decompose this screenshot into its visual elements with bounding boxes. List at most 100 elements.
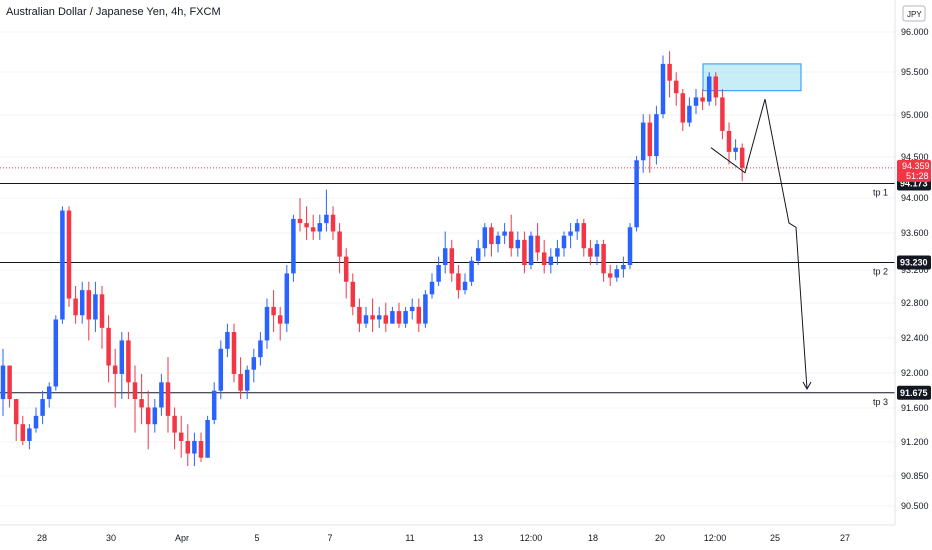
- current-price-label: 94.359 51:28: [897, 159, 931, 182]
- candle-body: [277, 315, 283, 324]
- candle-body: [284, 273, 290, 324]
- candle: [0, 348, 6, 416]
- candle: [594, 239, 600, 265]
- candle: [555, 239, 560, 265]
- candle: [132, 365, 138, 433]
- candle: [588, 239, 593, 265]
- candle-body: [330, 214, 336, 232]
- candle: [271, 290, 276, 333]
- candle-body: [403, 311, 408, 324]
- candle-body: [198, 440, 204, 458]
- candle-body: [660, 63, 666, 115]
- candle-body: [502, 231, 507, 236]
- candle: [621, 256, 626, 278]
- candle-body: [383, 315, 389, 324]
- candle-body: [310, 227, 316, 232]
- candle-body: [337, 231, 342, 257]
- candle-body: [568, 231, 573, 236]
- candle: [218, 340, 224, 400]
- candle: [423, 290, 428, 328]
- candle-body: [119, 340, 125, 374]
- candle: [304, 206, 309, 240]
- candle: [739, 143, 745, 182]
- candle: [409, 298, 415, 320]
- candle: [442, 231, 448, 274]
- candle-body: [291, 218, 296, 274]
- target-level-tag: tp 2: [873, 266, 888, 276]
- candle: [667, 51, 672, 98]
- candle-body: [60, 210, 65, 320]
- candle: [581, 218, 587, 257]
- candle-body: [40, 399, 45, 416]
- y-tick-label: 90.500: [901, 501, 929, 511]
- candle: [720, 89, 725, 140]
- candle-body: [27, 428, 32, 441]
- candle: [93, 281, 98, 333]
- candle-body: [469, 260, 474, 282]
- candle: [601, 239, 606, 282]
- y-tick-label: 93.200: [901, 265, 929, 275]
- candle-body: [53, 319, 59, 387]
- candle: [733, 139, 738, 161]
- candle: [40, 390, 45, 425]
- currency-badge[interactable]: JPY: [902, 5, 926, 22]
- target-level-value: 93.230: [900, 257, 928, 267]
- candle: [126, 332, 131, 400]
- candle: [350, 273, 356, 316]
- target-level-value: 94.173: [900, 178, 928, 188]
- candle: [324, 189, 329, 232]
- candle-body: [185, 440, 191, 454]
- candle: [86, 281, 92, 341]
- candle-body: [495, 235, 501, 245]
- candle: [673, 72, 679, 106]
- x-tick-label: 11: [405, 533, 414, 543]
- candle: [706, 72, 712, 106]
- y-tick-label: 94.500: [901, 152, 929, 162]
- candle-body: [654, 114, 659, 157]
- candle: [482, 223, 488, 257]
- x-tick-label: 12:00: [520, 533, 543, 543]
- candle-body: [205, 420, 210, 458]
- x-tick-label: 20: [655, 533, 665, 543]
- candle: [462, 273, 468, 295]
- candle: [429, 273, 435, 299]
- candle-body: [456, 273, 461, 291]
- candle: [416, 298, 422, 333]
- candle-body: [409, 306, 415, 312]
- price-axis[interactable]: 96.000 95.500 95.000 94.500 94.000 93.600 93.2…: [901, 27, 929, 511]
- candle-body: [363, 315, 369, 324]
- candle: [192, 432, 197, 467]
- candle-body: [231, 332, 237, 374]
- candle: [614, 265, 620, 282]
- candle: [60, 206, 65, 324]
- time-axis[interactable]: 28 30 Apr 5 7 11 13 12:00 18 20 12:00 25 27: [37, 533, 850, 543]
- candle-body: [93, 294, 98, 320]
- candle-body: [482, 227, 488, 249]
- candle: [225, 323, 230, 358]
- candle: [693, 89, 699, 115]
- candle: [46, 382, 52, 408]
- candle: [541, 239, 547, 274]
- candle: [330, 206, 336, 240]
- candle: [726, 122, 732, 165]
- candle-body: [370, 315, 375, 320]
- projection-path[interactable]: [710, 98, 808, 390]
- x-tick-label: 12:00: [704, 533, 727, 543]
- target-levels: [0, 182, 895, 394]
- candle-body: [693, 97, 699, 106]
- candle-body: [20, 424, 26, 441]
- candle-body: [581, 223, 587, 249]
- candle: [568, 223, 573, 249]
- candle: [495, 231, 501, 253]
- candle-body: [634, 160, 639, 228]
- candle: [172, 407, 177, 450]
- y-tick-label: 94.000: [901, 193, 929, 203]
- candle-body: [106, 327, 111, 366]
- x-tick-label: 28: [37, 533, 47, 543]
- candle-body: [251, 357, 257, 370]
- resistance-zone[interactable]: [702, 63, 802, 92]
- grid: [0, 31, 895, 507]
- candle: [548, 248, 554, 274]
- target-level-tag: tp 1: [873, 187, 888, 197]
